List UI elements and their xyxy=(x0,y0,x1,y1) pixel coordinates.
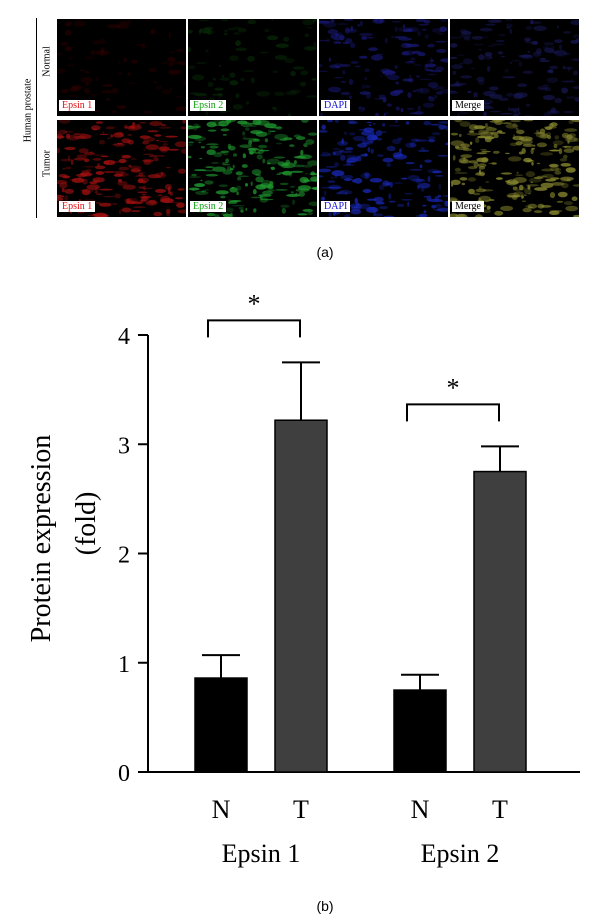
bar xyxy=(274,419,328,773)
tile-label: Epsin 2 xyxy=(190,100,227,111)
micrograph-tile: Epsin 1 xyxy=(57,19,186,116)
micrograph-panel: Human prostate Normal Tumor Epsin 1 Epsin… xyxy=(0,0,600,260)
micrograph-tile: Merge xyxy=(450,120,579,217)
tile-label: Merge xyxy=(452,201,484,212)
tile-texture xyxy=(450,19,579,116)
significance-star: * xyxy=(447,373,460,402)
tile-label: Merge xyxy=(452,100,484,111)
bar xyxy=(393,689,447,773)
y-tick-label: 0 xyxy=(118,761,130,787)
tile-label: Epsin 1 xyxy=(59,201,96,212)
row-label-normal: Normal xyxy=(41,46,53,77)
bar xyxy=(473,470,527,773)
bar xyxy=(194,677,248,773)
tile-texture xyxy=(319,120,448,217)
tile-label: DAPI xyxy=(321,201,351,212)
y-axis-label: Protein expression xyxy=(26,435,57,643)
x-tick-label: T xyxy=(293,795,309,824)
tile-texture xyxy=(319,19,448,116)
y-axis-label-unit: (fold) xyxy=(71,492,102,556)
micrograph-tile: DAPI xyxy=(319,19,448,116)
significance-star: * xyxy=(248,289,261,318)
micrograph-tile: Epsin 2 xyxy=(188,120,317,217)
x-tick-label: N xyxy=(411,795,430,824)
group-label: Epsin 2 xyxy=(421,839,500,868)
y-tick-label: 1 xyxy=(118,652,130,678)
significance-bracket xyxy=(207,319,301,338)
bar-chart: 0 1 2 3 4 Protein expression (fold) N T Epsin 1 * N… xyxy=(26,289,580,868)
row-label-tumor: Tumor xyxy=(41,150,53,177)
tile-texture xyxy=(57,120,186,217)
tile-texture xyxy=(57,19,186,114)
side-label-human-prostate: Human prostate xyxy=(22,78,34,143)
chart-plot-area: 0 1 2 3 4 Protein expression (fold) N T Epsin 1 * N… xyxy=(26,289,580,868)
tile-label: DAPI xyxy=(321,100,351,111)
caption-a: (a) xyxy=(316,244,334,260)
significance-bracket xyxy=(406,403,500,422)
y-tick-label: 4 xyxy=(118,324,130,350)
group-label: Epsin 1 xyxy=(222,839,301,868)
y-tick-label: 3 xyxy=(118,433,130,459)
tile-label: Epsin 1 xyxy=(59,100,96,111)
caption-b: (b) xyxy=(316,898,334,914)
x-tick-label: N xyxy=(212,795,231,824)
side-divider xyxy=(36,18,37,218)
micrograph-tile: Merge xyxy=(450,19,579,116)
y-tick-label: 2 xyxy=(118,543,130,569)
tile-texture xyxy=(188,19,317,116)
micrograph-tile: DAPI xyxy=(319,120,448,217)
micrograph-tile: Epsin 2 xyxy=(188,19,317,116)
x-tick-label: T xyxy=(492,795,508,824)
tile-label: Epsin 2 xyxy=(190,201,227,212)
micrograph-tile: Epsin 1 xyxy=(57,120,186,217)
